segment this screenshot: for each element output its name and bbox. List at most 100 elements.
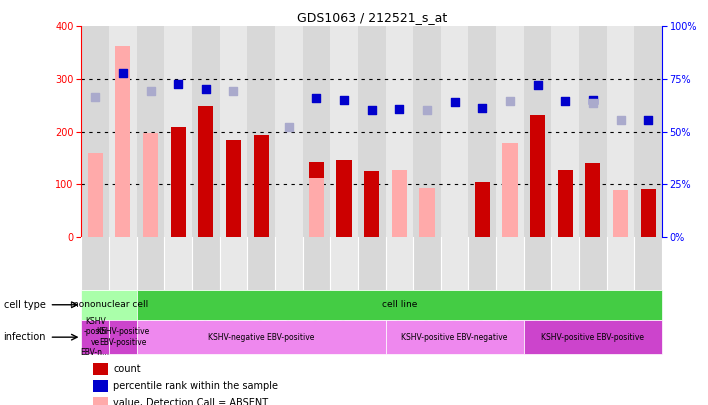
- Bar: [253, 135, 269, 237]
- Bar: [88, 153, 103, 237]
- Bar: [247, 237, 275, 290]
- Text: mononuclear cell: mononuclear cell: [70, 300, 148, 309]
- Text: value, Detection Call = ABSENT: value, Detection Call = ABSENT: [113, 399, 268, 405]
- Bar: [634, 26, 662, 237]
- Point: [394, 106, 405, 112]
- Bar: [524, 237, 552, 290]
- Bar: [413, 237, 441, 290]
- Bar: [496, 237, 524, 290]
- Bar: [302, 26, 330, 237]
- Bar: [81, 26, 109, 237]
- Bar: [109, 26, 137, 237]
- Bar: [386, 237, 413, 290]
- Bar: [469, 26, 496, 237]
- Bar: [552, 26, 579, 237]
- Bar: [503, 143, 518, 237]
- Bar: [441, 237, 469, 290]
- Bar: [192, 26, 219, 237]
- Bar: [524, 26, 552, 237]
- Point: [449, 99, 460, 105]
- Text: KSHV-positive EBV-negative: KSHV-positive EBV-negative: [401, 333, 508, 342]
- Bar: [247, 26, 275, 237]
- Bar: [309, 178, 324, 237]
- Bar: [164, 26, 192, 237]
- Bar: [93, 363, 108, 375]
- Point: [532, 81, 543, 88]
- Bar: [219, 237, 247, 290]
- Bar: [474, 182, 490, 237]
- Text: KSHV-positive
EBV-positive: KSHV-positive EBV-positive: [96, 328, 149, 347]
- Bar: [634, 237, 662, 290]
- Bar: [219, 26, 247, 237]
- Point: [642, 117, 653, 123]
- Bar: [109, 320, 137, 354]
- Bar: [441, 26, 469, 237]
- Bar: [137, 237, 164, 290]
- Bar: [226, 139, 241, 237]
- Point: [145, 88, 156, 94]
- Text: cell type: cell type: [4, 300, 45, 310]
- Point: [338, 96, 350, 103]
- Bar: [613, 190, 628, 237]
- Bar: [137, 26, 164, 237]
- Bar: [171, 128, 185, 237]
- Bar: [164, 237, 192, 290]
- Bar: [275, 237, 302, 290]
- Bar: [469, 237, 496, 290]
- Bar: [336, 160, 352, 237]
- Bar: [81, 290, 137, 320]
- Text: cell line: cell line: [382, 300, 417, 309]
- Bar: [109, 237, 137, 290]
- Bar: [358, 26, 386, 237]
- Point: [173, 81, 184, 87]
- Point: [366, 106, 377, 113]
- Bar: [392, 170, 407, 237]
- Point: [200, 86, 212, 92]
- Point: [504, 98, 515, 104]
- Point: [559, 98, 571, 104]
- Text: KSHV-positive EBV-positive: KSHV-positive EBV-positive: [542, 333, 644, 342]
- Bar: [81, 320, 109, 354]
- Text: KSHV-negative EBV-positive: KSHV-negative EBV-positive: [208, 333, 314, 342]
- Bar: [115, 46, 130, 237]
- Point: [311, 95, 322, 101]
- Bar: [81, 237, 109, 290]
- Bar: [309, 162, 324, 237]
- Point: [228, 87, 239, 94]
- Bar: [530, 115, 545, 237]
- Title: GDS1063 / 212521_s_at: GDS1063 / 212521_s_at: [297, 11, 447, 24]
- Bar: [386, 26, 413, 237]
- Bar: [330, 237, 358, 290]
- Bar: [496, 26, 524, 237]
- Bar: [302, 237, 330, 290]
- Bar: [386, 320, 524, 354]
- Bar: [524, 320, 662, 354]
- Text: percentile rank within the sample: percentile rank within the sample: [113, 382, 278, 391]
- Point: [587, 96, 598, 103]
- Bar: [641, 189, 656, 237]
- Bar: [579, 26, 607, 237]
- Point: [587, 100, 598, 106]
- Point: [421, 107, 433, 113]
- Bar: [198, 107, 213, 237]
- Point: [283, 124, 295, 131]
- Bar: [558, 170, 573, 237]
- Bar: [552, 237, 579, 290]
- Text: infection: infection: [4, 332, 46, 342]
- Bar: [93, 397, 108, 405]
- Bar: [93, 380, 108, 392]
- Bar: [275, 26, 302, 237]
- Bar: [413, 26, 441, 237]
- Text: KSHV
-positi
ve
EBV-n...: KSHV -positi ve EBV-n...: [81, 317, 110, 357]
- Bar: [192, 237, 219, 290]
- Bar: [579, 237, 607, 290]
- Bar: [586, 163, 600, 237]
- Bar: [137, 320, 386, 354]
- Point: [118, 70, 129, 77]
- Bar: [607, 26, 634, 237]
- Bar: [364, 171, 379, 237]
- Bar: [419, 188, 435, 237]
- Bar: [607, 237, 634, 290]
- Text: count: count: [113, 364, 141, 374]
- Bar: [330, 26, 358, 237]
